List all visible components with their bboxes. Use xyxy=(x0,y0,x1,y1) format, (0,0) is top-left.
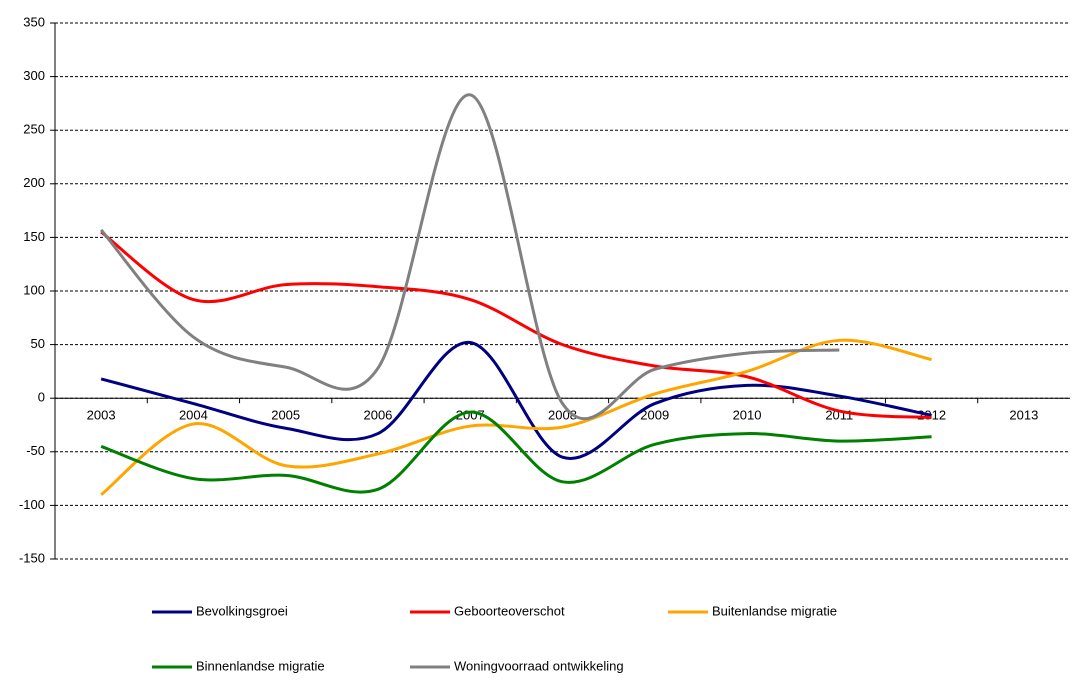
x-tick-label: 2007 xyxy=(456,408,485,423)
series-line xyxy=(100,230,932,419)
y-tick-label: 50 xyxy=(31,336,45,351)
y-tick-label: 0 xyxy=(38,390,45,405)
series-line xyxy=(100,340,932,460)
y-tick-label: 150 xyxy=(23,229,45,244)
legend-label: Buitenlandse migratie xyxy=(712,603,837,618)
x-tick-label: 2004 xyxy=(179,408,208,423)
series-line xyxy=(100,338,932,496)
y-tick-label: 350 xyxy=(23,14,45,29)
y-tick-label: 200 xyxy=(23,175,45,190)
y-tick-label: -50 xyxy=(26,443,45,458)
x-tick-label: 2006 xyxy=(363,408,392,423)
legend-label: Binnenlandse migratie xyxy=(196,658,325,673)
x-tick-label: 2013 xyxy=(1009,408,1038,423)
x-tick-label: 2003 xyxy=(87,408,116,423)
legend-label: Geboorteoverschot xyxy=(454,603,565,618)
y-tick-label: 100 xyxy=(23,282,45,297)
y-tick-label: 300 xyxy=(23,68,45,83)
x-tick-label: 2010 xyxy=(733,408,762,423)
legend-label: Woningvoorraad ontwikkeling xyxy=(454,658,624,673)
series-line xyxy=(99,93,840,421)
x-tick-label: 2009 xyxy=(640,408,669,423)
y-tick-label: 250 xyxy=(23,122,45,137)
series-line xyxy=(100,410,932,494)
y-tick-label: -150 xyxy=(19,550,45,565)
y-tick-label: -100 xyxy=(19,497,45,512)
x-tick-label: 2005 xyxy=(271,408,300,423)
legend-label: Bevolkingsgroei xyxy=(196,603,288,618)
